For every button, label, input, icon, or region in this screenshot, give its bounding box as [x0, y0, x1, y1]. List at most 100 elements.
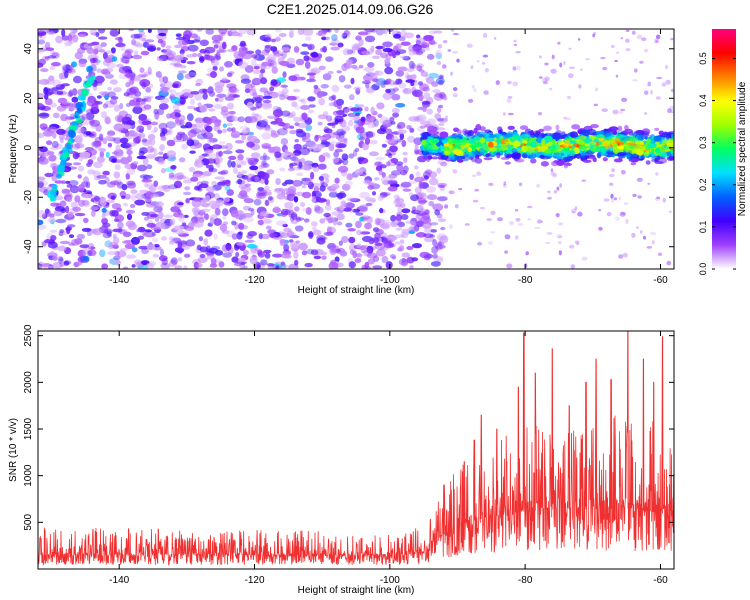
heatmap-cell [356, 229, 362, 236]
heatmap-cell [331, 94, 337, 101]
heatmap-cell [238, 61, 249, 69]
heatmap-cell [639, 230, 643, 234]
heatmap-cell [249, 165, 259, 171]
heatmap-cell [355, 212, 364, 216]
heatmap-cell [666, 151, 672, 157]
heatmap-cell [95, 31, 100, 38]
heatmap-cell [380, 176, 392, 184]
heatmap-cell [525, 251, 529, 256]
heatmap-cell [229, 87, 240, 94]
heatmap-cell [77, 199, 86, 207]
heatmap-cell [240, 195, 250, 200]
heatmap-cell [598, 226, 603, 231]
heatmap-cell [427, 152, 435, 156]
heatmap-cell [334, 115, 344, 123]
heatmap-cell [125, 82, 131, 88]
heatmap-cell [479, 138, 486, 144]
heatmap-cell [307, 96, 316, 102]
heatmap-cell [189, 219, 197, 227]
heatmap-cell [260, 77, 268, 85]
heatmap-cell [574, 240, 580, 244]
heatmap-cell [179, 52, 185, 59]
heatmap-cell [277, 122, 287, 127]
heatmap-cell [47, 151, 55, 156]
heatmap-cell [367, 123, 376, 129]
heatmap-cell [225, 197, 230, 203]
heatmap-cell [366, 252, 378, 259]
heatmap-cell [101, 263, 109, 269]
heatmap-cell [420, 71, 429, 77]
heatmap-cell [232, 94, 240, 98]
snr-xlabel: Height of straight line (km) [298, 585, 415, 596]
heatmap-cell [644, 136, 648, 140]
x-tick-label: -100 [380, 275, 400, 286]
heatmap-cell [254, 54, 265, 61]
heatmap-cell [550, 68, 557, 74]
heatmap-cell [277, 91, 288, 97]
heatmap-cell [389, 254, 396, 259]
heatmap-cell [413, 115, 424, 122]
heatmap-cell [112, 228, 123, 233]
heatmap-cell [563, 139, 571, 147]
heatmap-cell [222, 128, 227, 134]
heatmap-cell [177, 202, 184, 206]
heatmap-cell [175, 36, 186, 41]
heatmap-cell [307, 43, 315, 51]
heatmap-cell [219, 223, 228, 232]
heatmap-cell [375, 243, 386, 250]
heatmap-cell [424, 227, 433, 234]
heatmap-cell [172, 103, 180, 112]
heatmap-cell [581, 179, 587, 182]
heatmap-cell [611, 168, 615, 173]
heatmap-cell [357, 31, 369, 36]
heatmap-cell [559, 62, 563, 68]
heatmap-cell [134, 199, 146, 206]
colorbar-gradient [712, 29, 736, 269]
heatmap-cell [314, 206, 324, 214]
heatmap-cell [348, 243, 357, 252]
heatmap-cell [281, 47, 290, 52]
heatmap-cell [669, 105, 674, 111]
heatmap-cell [235, 251, 240, 258]
heatmap-cell [72, 75, 82, 84]
heatmap-cell [464, 223, 470, 226]
heatmap-cell [618, 197, 621, 201]
heatmap-cell [365, 131, 374, 138]
heatmap-cell [48, 154, 57, 162]
heatmap-cell [239, 40, 246, 47]
heatmap-cell [204, 229, 213, 237]
heatmap-cell [397, 66, 408, 72]
heatmap-cell [339, 204, 345, 211]
heatmap-cell [277, 128, 288, 136]
heatmap-cell [600, 56, 606, 60]
heatmap-cell [407, 135, 416, 143]
heatmap-cell [408, 45, 415, 52]
heatmap-cell [161, 185, 170, 190]
heatmap-cell [68, 234, 75, 239]
heatmap-cell [87, 77, 95, 85]
heatmap-cell [345, 222, 353, 228]
heatmap-cell [59, 229, 65, 234]
heatmap-cell [301, 43, 309, 47]
heatmap-cell [76, 108, 83, 114]
heatmap-cell [203, 238, 209, 246]
heatmap-cell [323, 212, 332, 218]
heatmap-cell [63, 260, 70, 266]
heatmap-cell [51, 52, 60, 56]
heatmap-cell [158, 103, 169, 110]
heatmap-xlabel: Height of straight line (km) [298, 285, 415, 296]
heatmap-cell [625, 146, 631, 153]
heatmap-cell [43, 87, 51, 93]
heatmap-cell [443, 40, 448, 44]
heatmap-cell [54, 180, 63, 184]
heatmap-cell [381, 255, 389, 264]
heatmap-cell [617, 125, 623, 132]
heatmap-cell [314, 134, 319, 142]
heatmap-cell [98, 133, 104, 141]
heatmap-cell [252, 69, 261, 75]
heatmap-cell [266, 169, 275, 175]
heatmap-cell [165, 45, 172, 49]
heatmap-cell [647, 81, 652, 86]
snr-series-group [38, 331, 674, 566]
heatmap-cell [661, 82, 667, 87]
